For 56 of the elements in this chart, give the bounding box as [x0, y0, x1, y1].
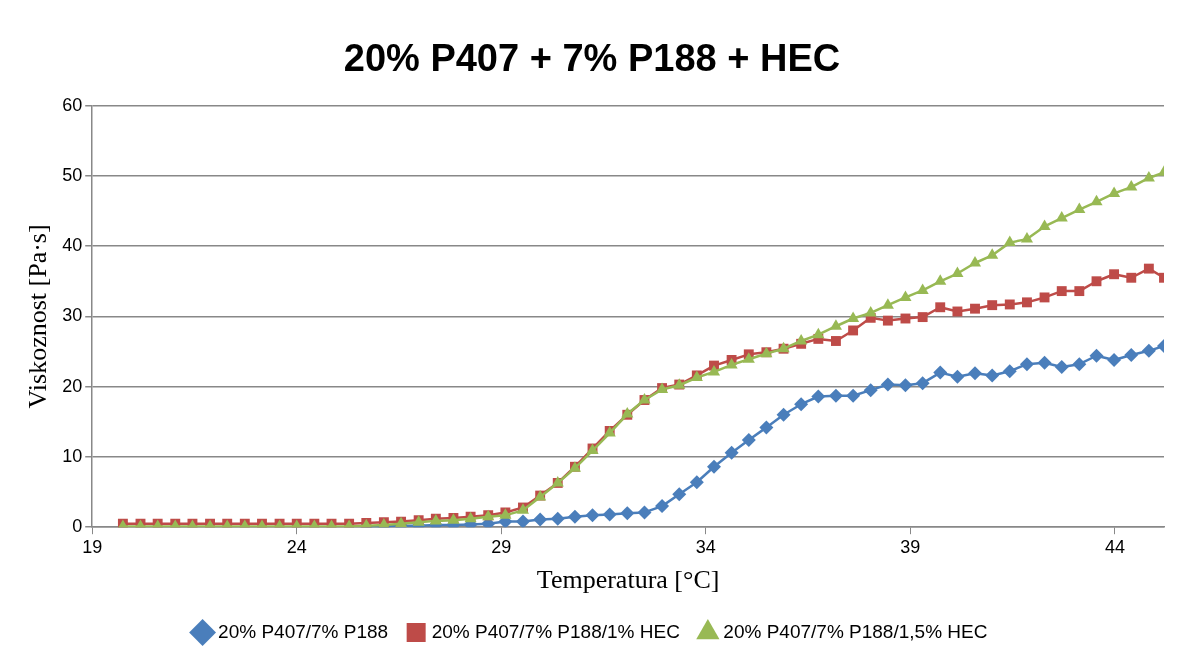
point: [585, 508, 600, 523]
point: [794, 397, 809, 412]
point: [985, 368, 1000, 383]
point: [515, 514, 530, 528]
legend-label: 20% P407/7% P188: [218, 620, 389, 642]
point: [672, 487, 687, 502]
point: [1089, 348, 1104, 363]
x-tick-label: 29: [491, 536, 512, 557]
point: [655, 499, 670, 514]
point: [898, 378, 913, 393]
point: [1107, 352, 1122, 367]
point: [846, 388, 861, 403]
point: [550, 511, 565, 526]
x-tick-label: 34: [695, 536, 716, 557]
point: [776, 407, 791, 422]
point: [1141, 343, 1156, 358]
point: [707, 459, 722, 474]
point: [915, 376, 930, 391]
point: [950, 369, 965, 384]
point: [637, 505, 652, 520]
x-axis-title: Temperatura [°C]: [536, 565, 720, 595]
point: [1019, 357, 1034, 372]
x-tick-label: 19: [82, 536, 103, 557]
point: [759, 420, 774, 435]
legend-label: 20% P407/7% P188/1% HEC: [431, 620, 680, 642]
point: [602, 507, 617, 522]
y-tick-label: 60: [62, 94, 83, 115]
point: [1124, 348, 1139, 363]
x-tick-label: 24: [286, 536, 307, 557]
point: [880, 377, 895, 392]
point: [1037, 355, 1052, 370]
y-axis-title: Viskoznost [Pa·s]: [23, 224, 53, 409]
y-tick-label: 40: [62, 235, 83, 256]
y-tick-label: 30: [62, 305, 83, 326]
point: [811, 389, 826, 404]
point: [741, 433, 756, 448]
chart-title: 20% P407 + 7% P188 + HEC: [343, 37, 841, 80]
legend-label: 20% P407/7% P188/1,5% HEC: [723, 620, 988, 642]
point: [828, 388, 843, 403]
x-tick-label: 44: [1104, 536, 1125, 557]
point: [567, 509, 582, 524]
y-tick-label: 0: [72, 516, 83, 537]
x-tick-label: 39: [900, 536, 921, 557]
y-tick-label: 50: [62, 164, 83, 185]
point: [863, 383, 878, 398]
point: [533, 512, 548, 527]
point: [968, 366, 983, 381]
point: [1072, 357, 1087, 372]
y-tick-label: 20: [62, 375, 83, 396]
y-tick-label: 10: [62, 445, 83, 466]
point: [933, 365, 948, 380]
point: [724, 445, 739, 460]
point: [1054, 359, 1069, 374]
point: [689, 475, 704, 490]
point: [620, 506, 635, 521]
point: [1002, 364, 1017, 379]
